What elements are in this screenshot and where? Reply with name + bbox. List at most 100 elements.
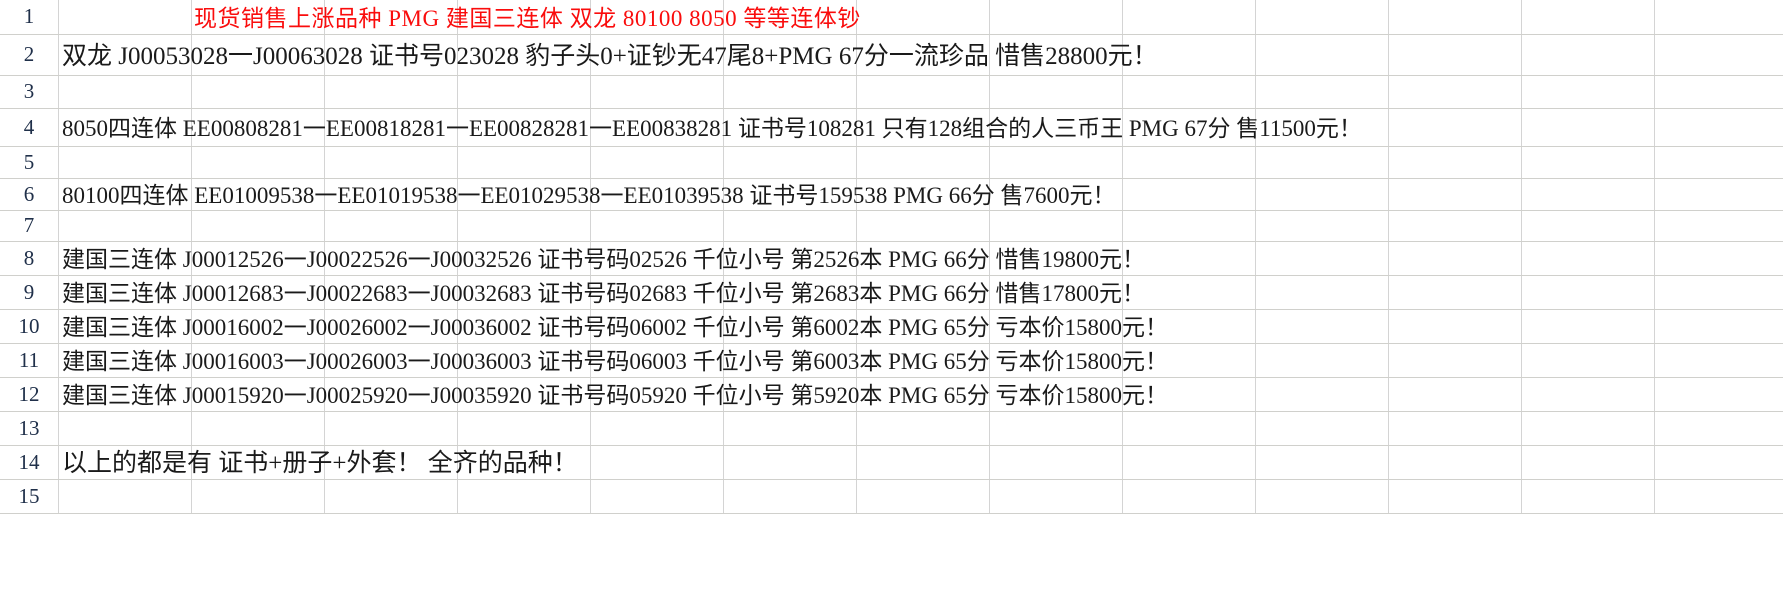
- cell-r2-c6[interactable]: [723, 34, 857, 76]
- cell-r3-c7[interactable]: [856, 75, 990, 109]
- cell-r14-c10[interactable]: [1255, 445, 1389, 480]
- cell-r1-c13[interactable]: [1654, 0, 1783, 35]
- cell-r13-c9[interactable]: [1122, 411, 1256, 446]
- cell-r13-c10[interactable]: [1255, 411, 1389, 446]
- cell-r5-c1[interactable]: [58, 146, 192, 179]
- cell-r4-c3[interactable]: [324, 108, 458, 147]
- cell-r7-c13[interactable]: [1654, 210, 1783, 242]
- cell-r15-c11[interactable]: [1388, 479, 1522, 514]
- cell-content-row-4[interactable]: 8050四连体 EE00808281一EE00818281一EE00828281…: [62, 116, 1362, 141]
- cell-r12-c11[interactable]: [1388, 377, 1522, 412]
- cell-r6-c7[interactable]: [856, 178, 990, 211]
- cell-r11-c7[interactable]: [856, 343, 990, 378]
- cell-r4-c4[interactable]: [457, 108, 591, 147]
- cell-r12-c10[interactable]: [1255, 377, 1389, 412]
- row-header-1[interactable]: 1: [0, 0, 59, 35]
- cell-r8-c7[interactable]: [856, 241, 990, 276]
- cell-r3-c8[interactable]: [989, 75, 1123, 109]
- cell-r11-c10[interactable]: [1255, 343, 1389, 378]
- cell-r2-c1[interactable]: [58, 34, 192, 76]
- cell-r1-c1[interactable]: [58, 0, 192, 35]
- row-header-9[interactable]: 9: [0, 275, 59, 310]
- cell-r10-c2[interactable]: [191, 309, 325, 344]
- cell-r14-c3[interactable]: [324, 445, 458, 480]
- cell-r1-c6[interactable]: [723, 0, 857, 35]
- cell-r2-c8[interactable]: [989, 34, 1123, 76]
- cell-r4-c10[interactable]: [1255, 108, 1389, 147]
- cell-r15-c3[interactable]: [324, 479, 458, 514]
- row-header-11[interactable]: 11: [0, 343, 59, 378]
- cell-r5-c4[interactable]: [457, 146, 591, 179]
- cell-r3-c3[interactable]: [324, 75, 458, 109]
- cell-r13-c6[interactable]: [723, 411, 857, 446]
- cell-r6-c10[interactable]: [1255, 178, 1389, 211]
- cell-r5-c12[interactable]: [1521, 146, 1655, 179]
- cell-r12-c6[interactable]: [723, 377, 857, 412]
- cell-r11-c5[interactable]: [590, 343, 724, 378]
- cell-r4-c1[interactable]: [58, 108, 192, 147]
- cell-r11-c3[interactable]: [324, 343, 458, 378]
- cell-r12-c2[interactable]: [191, 377, 325, 412]
- cell-r4-c5[interactable]: [590, 108, 724, 147]
- cell-r4-c9[interactable]: [1122, 108, 1256, 147]
- cell-r2-c5[interactable]: [590, 34, 724, 76]
- cell-r10-c8[interactable]: [989, 309, 1123, 344]
- cell-r9-c2[interactable]: [191, 275, 325, 310]
- cell-r14-c4[interactable]: [457, 445, 591, 480]
- cell-r1-c11[interactable]: [1388, 0, 1522, 35]
- cell-r14-c9[interactable]: [1122, 445, 1256, 480]
- cell-r12-c9[interactable]: [1122, 377, 1256, 412]
- cell-r6-c11[interactable]: [1388, 178, 1522, 211]
- cell-r9-c9[interactable]: [1122, 275, 1256, 310]
- cell-r9-c12[interactable]: [1521, 275, 1655, 310]
- cell-r1-c5[interactable]: [590, 0, 724, 35]
- cell-r6-c4[interactable]: [457, 178, 591, 211]
- cell-r14-c8[interactable]: [989, 445, 1123, 480]
- cell-r10-c3[interactable]: [324, 309, 458, 344]
- cell-r13-c1[interactable]: [58, 411, 192, 446]
- cell-r2-c13[interactable]: [1654, 34, 1783, 76]
- cell-r11-c12[interactable]: [1521, 343, 1655, 378]
- cell-r5-c3[interactable]: [324, 146, 458, 179]
- cell-r10-c13[interactable]: [1654, 309, 1783, 344]
- cell-r8-c4[interactable]: [457, 241, 591, 276]
- cell-r15-c12[interactable]: [1521, 479, 1655, 514]
- row-header-10[interactable]: 10: [0, 309, 59, 344]
- cell-r14-c1[interactable]: [58, 445, 192, 480]
- cell-r5-c5[interactable]: [590, 146, 724, 179]
- cell-content-row-1[interactable]: 现货销售上涨品种 PMG 建国三连体 双龙 80100 8050 等等连体钞: [194, 6, 861, 31]
- cell-r8-c10[interactable]: [1255, 241, 1389, 276]
- cell-r12-c8[interactable]: [989, 377, 1123, 412]
- cell-r15-c8[interactable]: [989, 479, 1123, 514]
- cell-content-row-9[interactable]: 建国三连体 J00012683一J00022683一J00032683 证书号码…: [62, 281, 1145, 306]
- cell-r13-c3[interactable]: [324, 411, 458, 446]
- cell-r11-c4[interactable]: [457, 343, 591, 378]
- cell-r15-c2[interactable]: [191, 479, 325, 514]
- cell-r13-c11[interactable]: [1388, 411, 1522, 446]
- cell-r7-c1[interactable]: [58, 210, 192, 242]
- cell-r3-c4[interactable]: [457, 75, 591, 109]
- cell-r7-c4[interactable]: [457, 210, 591, 242]
- cell-r3-c9[interactable]: [1122, 75, 1256, 109]
- row-header-12[interactable]: 12: [0, 377, 59, 412]
- cell-r10-c5[interactable]: [590, 309, 724, 344]
- cell-r15-c4[interactable]: [457, 479, 591, 514]
- cell-r3-c1[interactable]: [58, 75, 192, 109]
- cell-r15-c1[interactable]: [58, 479, 192, 514]
- row-header-5[interactable]: 5: [0, 146, 59, 179]
- row-header-4[interactable]: 4: [0, 108, 59, 147]
- cell-r3-c12[interactable]: [1521, 75, 1655, 109]
- cell-r4-c13[interactable]: [1654, 108, 1783, 147]
- cell-r9-c11[interactable]: [1388, 275, 1522, 310]
- cell-r1-c2[interactable]: [191, 0, 325, 35]
- cell-r10-c7[interactable]: [856, 309, 990, 344]
- cell-r6-c13[interactable]: [1654, 178, 1783, 211]
- cell-r8-c8[interactable]: [989, 241, 1123, 276]
- cell-r10-c11[interactable]: [1388, 309, 1522, 344]
- cell-r3-c10[interactable]: [1255, 75, 1389, 109]
- cell-r4-c8[interactable]: [989, 108, 1123, 147]
- cell-r7-c12[interactable]: [1521, 210, 1655, 242]
- cell-r5-c8[interactable]: [989, 146, 1123, 179]
- cell-r7-c9[interactable]: [1122, 210, 1256, 242]
